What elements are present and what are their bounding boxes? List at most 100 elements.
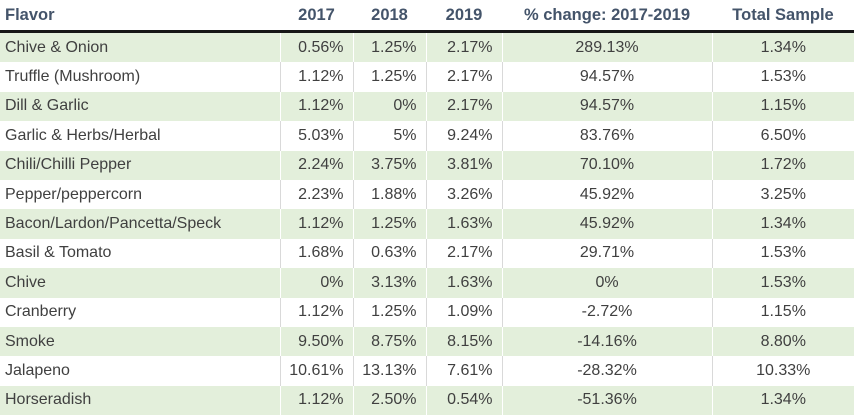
cell-total-sample: 10.33%: [712, 356, 854, 386]
cell-total-sample: 1.53%: [712, 268, 854, 298]
cell-total-sample: 1.72%: [712, 150, 854, 180]
table-header: Flavor 2017 2018 2019 % change: 2017-201…: [0, 0, 854, 33]
cell-flavor: Pepper/peppercorn: [0, 179, 281, 210]
cell-flavor: Truffle (Mushroom): [0, 62, 281, 92]
cell-2018: 0.63%: [353, 238, 427, 269]
cell-total-sample: 6.50%: [712, 121, 854, 151]
cell-flavor: Cranberry: [0, 297, 281, 327]
cell-2017: 1.68%: [280, 238, 354, 269]
table-body: Chive & Onion 0.56% 1.25% 2.17% 289.13% …: [0, 31, 854, 415]
table-row: Dill & Garlic 1.12% 0% 2.17% 94.57% 1.15…: [0, 91, 854, 122]
cell-2017: 9.50%: [280, 326, 354, 357]
table-row: Truffle (Mushroom) 1.12% 1.25% 2.17% 94.…: [0, 62, 854, 92]
cell-2019: 1.63%: [426, 268, 503, 298]
cell-total-sample: 8.80%: [712, 326, 854, 357]
cell-2018: 3.13%: [353, 268, 427, 298]
cell-2019: 0.54%: [426, 385, 503, 415]
cell-2017: 2.24%: [280, 150, 354, 180]
cell-2017: 1.12%: [280, 209, 354, 239]
cell-flavor: Garlic & Herbs/Herbal: [0, 121, 281, 151]
cell-2017: 1.12%: [280, 297, 354, 327]
cell-total-sample: 3.25%: [712, 179, 854, 210]
cell-2019: 2.17%: [426, 31, 503, 63]
cell-2018: 1.25%: [353, 31, 427, 63]
table-row: Chive & Onion 0.56% 1.25% 2.17% 289.13% …: [0, 31, 854, 63]
cell-pct-change: -2.72%: [502, 297, 713, 327]
cell-pct-change: -51.36%: [502, 385, 713, 415]
cell-pct-change: -14.16%: [502, 326, 713, 357]
cell-pct-change: 83.76%: [502, 121, 713, 151]
cell-total-sample: 1.53%: [712, 62, 854, 92]
cell-pct-change: 289.13%: [502, 31, 713, 63]
cell-2018: 0%: [353, 91, 427, 122]
cell-total-sample: 1.34%: [712, 385, 854, 415]
cell-pct-change: 70.10%: [502, 150, 713, 180]
cell-2019: 9.24%: [426, 121, 503, 151]
cell-flavor: Smoke: [0, 326, 281, 357]
cell-2019: 2.17%: [426, 238, 503, 269]
cell-2017: 0.56%: [280, 31, 354, 63]
cell-2017: 1.12%: [280, 62, 354, 92]
table-row: Jalapeno 10.61% 13.13% 7.61% -28.32% 10.…: [0, 356, 854, 386]
cell-2018: 1.25%: [353, 62, 427, 92]
cell-2018: 5%: [353, 121, 427, 151]
cell-2018: 2.50%: [353, 385, 427, 415]
table-row: Garlic & Herbs/Herbal 5.03% 5% 9.24% 83.…: [0, 121, 854, 151]
cell-2018: 1.25%: [353, 209, 427, 239]
cell-2018: 8.75%: [353, 326, 427, 357]
cell-flavor: Bacon/Lardon/Pancetta/Speck: [0, 209, 281, 239]
column-header-2017: 2017: [280, 0, 353, 33]
cell-flavor: Chive & Onion: [0, 31, 281, 63]
column-header-2019: 2019: [426, 0, 502, 33]
cell-pct-change: -28.32%: [502, 356, 713, 386]
cell-flavor: Dill & Garlic: [0, 91, 281, 122]
cell-2017: 1.12%: [280, 385, 354, 415]
cell-pct-change: 29.71%: [502, 238, 713, 269]
cell-2018: 13.13%: [353, 356, 427, 386]
table-row: Cranberry 1.12% 1.25% 1.09% -2.72% 1.15%: [0, 297, 854, 327]
cell-2019: 3.26%: [426, 179, 503, 210]
cell-2017: 0%: [280, 268, 354, 298]
table-row: Horseradish 1.12% 2.50% 0.54% -51.36% 1.…: [0, 385, 854, 415]
cell-flavor: Basil & Tomato: [0, 238, 281, 269]
table-row: Bacon/Lardon/Pancetta/Speck 1.12% 1.25% …: [0, 209, 854, 239]
cell-pct-change: 45.92%: [502, 179, 713, 210]
cell-2017: 10.61%: [280, 356, 354, 386]
cell-2019: 8.15%: [426, 326, 503, 357]
table-row: Basil & Tomato 1.68% 0.63% 2.17% 29.71% …: [0, 238, 854, 269]
cell-flavor: Chive: [0, 268, 281, 298]
column-header-2018: 2018: [353, 0, 426, 33]
table-row: Smoke 9.50% 8.75% 8.15% -14.16% 8.80%: [0, 326, 854, 357]
cell-2017: 2.23%: [280, 179, 354, 210]
cell-2017: 1.12%: [280, 91, 354, 122]
cell-2019: 2.17%: [426, 62, 503, 92]
cell-total-sample: 1.53%: [712, 238, 854, 269]
cell-total-sample: 1.15%: [712, 91, 854, 122]
cell-pct-change: 0%: [502, 268, 713, 298]
column-header-total-sample: Total Sample: [712, 0, 854, 33]
cell-flavor: Chili/Chilli Pepper: [0, 150, 281, 180]
column-header-pct-change: % change: 2017-2019: [502, 0, 712, 33]
cell-2018: 3.75%: [353, 150, 427, 180]
cell-flavor: Horseradish: [0, 385, 281, 415]
cell-pct-change: 94.57%: [502, 62, 713, 92]
column-header-flavor: Flavor: [0, 0, 280, 33]
cell-2018: 1.88%: [353, 179, 427, 210]
cell-2019: 1.09%: [426, 297, 503, 327]
table-row: Chive 0% 3.13% 1.63% 0% 1.53%: [0, 268, 854, 298]
cell-flavor: Jalapeno: [0, 356, 281, 386]
cell-total-sample: 1.34%: [712, 31, 854, 63]
cell-2019: 2.17%: [426, 91, 503, 122]
cell-2019: 1.63%: [426, 209, 503, 239]
cell-pct-change: 45.92%: [502, 209, 713, 239]
cell-2019: 3.81%: [426, 150, 503, 180]
cell-total-sample: 1.15%: [712, 297, 854, 327]
table-row: Chili/Chilli Pepper 2.24% 3.75% 3.81% 70…: [0, 150, 854, 180]
cell-pct-change: 94.57%: [502, 91, 713, 122]
cell-2017: 5.03%: [280, 121, 354, 151]
cell-total-sample: 1.34%: [712, 209, 854, 239]
table-row: Pepper/peppercorn 2.23% 1.88% 3.26% 45.9…: [0, 179, 854, 210]
header-row: Flavor 2017 2018 2019 % change: 2017-201…: [0, 0, 854, 33]
